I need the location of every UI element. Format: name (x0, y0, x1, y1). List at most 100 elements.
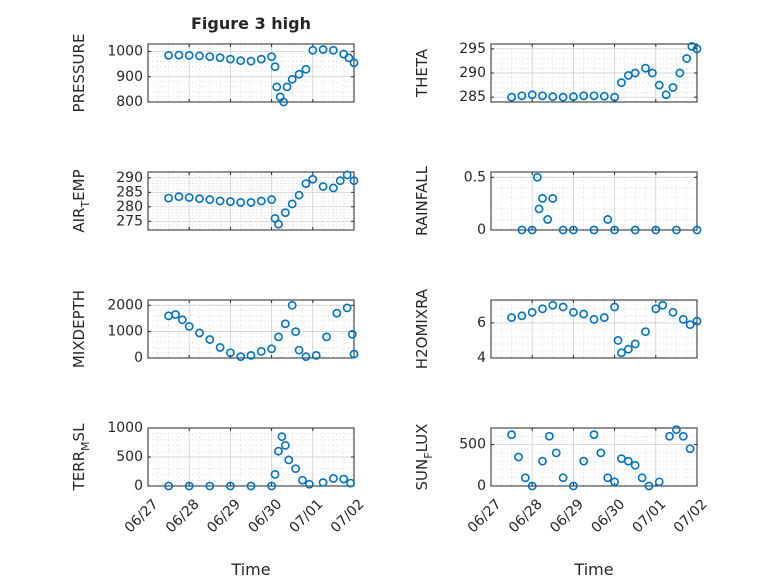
data-point (270, 469, 280, 479)
data-point (267, 481, 276, 491)
data-point (623, 344, 633, 354)
data-point (661, 90, 671, 100)
y-tick-label: 0.5 (464, 169, 486, 185)
data-point (543, 215, 553, 224)
data-point (579, 456, 589, 466)
data-point (668, 83, 678, 92)
data-point (308, 174, 318, 184)
y-tick-label: 500 (459, 437, 486, 453)
data-point (538, 304, 547, 314)
data-point (507, 430, 516, 440)
y-tick-label: 290 (459, 65, 486, 81)
axes-frame (490, 43, 698, 103)
data-point (195, 328, 204, 338)
data-point (282, 82, 292, 92)
data-point (527, 225, 537, 235)
axes-frame (147, 43, 355, 103)
data-point (685, 320, 695, 330)
data-point (279, 97, 289, 107)
y-tick-label: 2000 (107, 297, 143, 313)
data-point (517, 311, 527, 321)
data-point (184, 193, 194, 202)
data-point (589, 314, 599, 324)
data-point (613, 336, 623, 345)
data-point (287, 300, 297, 310)
data-point (349, 176, 359, 186)
data-point (318, 45, 328, 54)
x-axis-label-right: Time (573, 560, 613, 579)
data-point (294, 69, 304, 79)
data-point (617, 78, 626, 88)
y-tick-label: 0 (134, 350, 143, 366)
data-point (527, 307, 537, 317)
data-point (274, 446, 283, 456)
data-point (654, 80, 664, 90)
subplot-1: 800 900 1000 PRESSURE (70, 34, 359, 113)
data-point (301, 64, 311, 74)
data-point (287, 74, 297, 84)
data-point (532, 172, 542, 182)
data-point (527, 481, 537, 491)
data-point (311, 350, 321, 360)
data-point (623, 456, 633, 466)
data-point (692, 316, 702, 326)
data-point (630, 68, 640, 78)
data-point (205, 52, 215, 62)
y-axis-label: PRESSURE (70, 34, 88, 113)
data-point (256, 347, 266, 356)
axes-frame (147, 171, 355, 231)
y-tick-label: 900 (116, 69, 143, 85)
data-point (267, 52, 276, 62)
y-axis-label: TERRMSL (70, 423, 92, 492)
data-point (558, 225, 568, 235)
subplot-6: 4 6 H2OMIXRA (413, 288, 702, 369)
y-tick-label: 500 (116, 449, 143, 465)
data-point (215, 196, 225, 206)
data-point (599, 91, 609, 101)
axes-frame (490, 427, 698, 487)
y-axis-label: SUNFLUX (413, 424, 435, 491)
data-point (280, 208, 290, 217)
data-point (164, 481, 173, 491)
data-point (328, 45, 338, 55)
x-tick-label: 07/01 (287, 496, 327, 536)
data-point (205, 335, 215, 344)
data-point (637, 473, 647, 483)
data-point (280, 319, 290, 329)
y-tick-label: 290 (116, 170, 143, 186)
data-point (277, 432, 287, 442)
x-tick-label: 07/02 (671, 496, 711, 536)
data-point (298, 475, 307, 485)
y-tick-label: 1000 (107, 44, 143, 60)
data-point (685, 444, 695, 454)
data-point (558, 92, 568, 102)
data-point (507, 313, 516, 322)
data-point (651, 304, 661, 314)
data-point (347, 329, 357, 339)
data-point (236, 56, 246, 66)
data-point (610, 302, 619, 312)
y-axis-label: H2OMIXRA (413, 288, 431, 369)
data-point (610, 92, 619, 102)
data-point (304, 479, 314, 489)
y-tick-label: 275 (116, 213, 143, 229)
x-tick-label: 06/30 (588, 496, 628, 536)
data-point (342, 303, 352, 313)
data-point (589, 91, 599, 101)
data-point (215, 53, 225, 63)
y-tick-label: 295 (459, 41, 486, 57)
data-point (630, 225, 640, 235)
y-tick-label: 1000 (107, 420, 143, 436)
data-point (246, 198, 256, 207)
data-point (672, 225, 681, 235)
data-point (692, 44, 702, 54)
data-point (184, 481, 194, 491)
data-point (569, 481, 578, 491)
data-point (236, 198, 246, 207)
data-point (174, 192, 184, 202)
data-point (195, 51, 204, 61)
y-tick-label: 0 (477, 478, 486, 494)
data-point (569, 92, 578, 102)
